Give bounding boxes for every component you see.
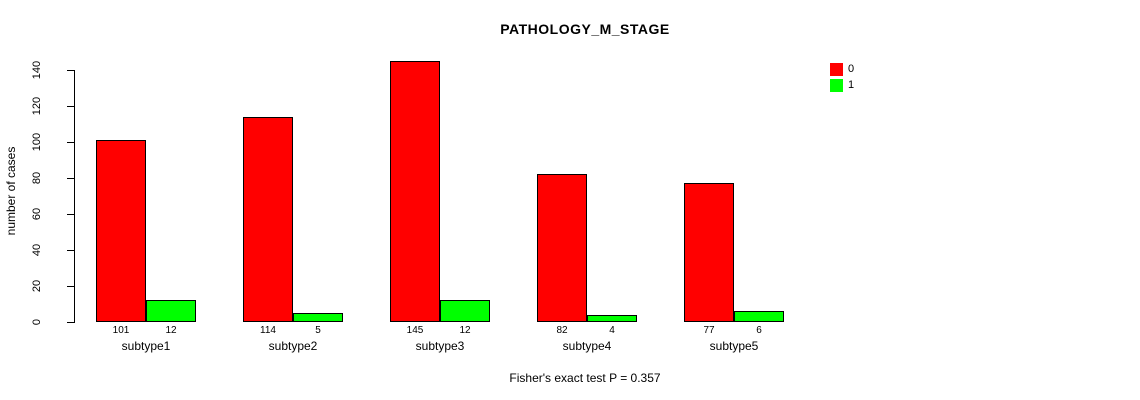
category-label: subtype2 (268, 339, 318, 353)
y-axis-tick (67, 106, 74, 107)
bar (684, 183, 734, 322)
y-axis-tick-label: 140 (31, 60, 43, 80)
bar-value-label: 4 (609, 325, 615, 336)
y-axis-tick-label: 20 (31, 279, 43, 293)
y-axis-tick-label: 0 (31, 318, 43, 326)
bar-value-label: 12 (165, 325, 177, 336)
y-axis-tick (67, 142, 74, 143)
legend-swatch (830, 79, 843, 92)
legend-label: 0 (848, 63, 855, 75)
y-axis-tick (67, 70, 74, 71)
y-axis-tick (67, 286, 74, 287)
legend-item: 1 (830, 78, 854, 93)
bar (587, 315, 637, 322)
bar-value-label: 114 (260, 325, 276, 336)
bar (537, 174, 587, 322)
y-axis-tick (67, 178, 74, 179)
legend-label: 1 (848, 79, 855, 91)
category-label: subtype4 (562, 339, 612, 353)
bar (243, 117, 293, 322)
bar-value-label: 12 (459, 325, 471, 336)
bar-value-label: 6 (756, 325, 762, 336)
bar (146, 300, 196, 322)
y-axis-tick-label: 100 (31, 132, 43, 152)
bar-value-label: 82 (556, 325, 568, 336)
bar (734, 311, 784, 322)
category-label: subtype3 (415, 339, 465, 353)
chart-title: PATHOLOGY_M_STAGE (500, 21, 670, 37)
footer-note: Fisher's exact test P = 0.357 (509, 371, 661, 385)
y-axis-tick-label: 60 (31, 207, 43, 221)
y-axis-tick (67, 322, 74, 323)
y-axis-label: number of cases (4, 146, 18, 236)
y-axis-tick-label: 120 (31, 96, 43, 116)
y-axis-tick-label: 80 (31, 171, 43, 185)
y-axis-line (74, 70, 75, 323)
category-label: subtype1 (121, 339, 171, 353)
category-label: subtype5 (709, 339, 759, 353)
legend-item: 0 (830, 62, 854, 77)
bar (96, 140, 146, 322)
legend-swatch (830, 63, 843, 76)
bar-value-label: 77 (703, 325, 715, 336)
bar (293, 313, 343, 322)
bar-value-label: 101 (112, 325, 130, 336)
bar-value-label: 145 (406, 325, 424, 336)
y-axis-tick (67, 250, 74, 251)
bar-value-label: 5 (315, 325, 321, 336)
bar (440, 300, 490, 322)
bar (390, 61, 440, 322)
y-axis-tick-label: 40 (31, 243, 43, 257)
y-axis-tick (67, 214, 74, 215)
